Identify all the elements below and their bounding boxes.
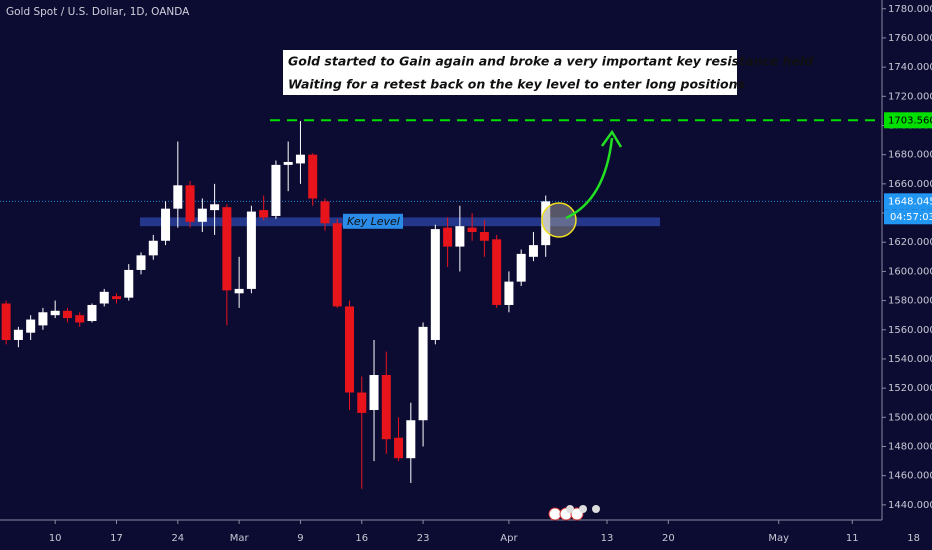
last-price-tag-box bbox=[884, 193, 932, 210]
y-tick-label: 1520.000 bbox=[888, 383, 932, 394]
candle-body bbox=[443, 227, 453, 247]
candle-body bbox=[516, 253, 526, 282]
candle-body bbox=[148, 240, 158, 256]
candle-body bbox=[295, 154, 305, 164]
x-tick-label: May bbox=[768, 533, 789, 544]
icon bbox=[579, 505, 587, 513]
candle-body bbox=[418, 326, 428, 421]
y-tick-label: 1620.000 bbox=[888, 237, 932, 248]
x-tick-label: 18 bbox=[907, 533, 920, 544]
resistance-tag-box bbox=[884, 112, 932, 129]
candle-body bbox=[455, 226, 465, 247]
candle-body bbox=[430, 229, 440, 340]
candle-body bbox=[210, 204, 220, 211]
x-tick-label: Apr bbox=[500, 533, 518, 544]
candle-body bbox=[283, 161, 293, 165]
y-tick-label: 1540.000 bbox=[888, 354, 932, 365]
x-tick-label: 17 bbox=[110, 533, 123, 544]
key-level-label-box bbox=[343, 213, 403, 229]
candle-body bbox=[528, 245, 538, 257]
candle-body bbox=[308, 154, 318, 199]
x-tick-label: 23 bbox=[417, 533, 430, 544]
y-tick-label: 1660.000 bbox=[888, 179, 932, 190]
y-tick-label: 1480.000 bbox=[888, 442, 932, 453]
x-tick-label: 24 bbox=[171, 533, 184, 544]
price-scale bbox=[882, 0, 932, 550]
y-tick-label: 1740.000 bbox=[888, 62, 932, 73]
countdown-box bbox=[884, 209, 932, 225]
candle-body bbox=[492, 239, 502, 305]
x-tick-label: 13 bbox=[601, 533, 614, 544]
countdown: 04:57:03 bbox=[890, 212, 932, 223]
candle-body bbox=[38, 312, 48, 326]
candle-body bbox=[161, 208, 171, 241]
candle-body bbox=[394, 437, 404, 459]
candle-body bbox=[406, 420, 416, 459]
chart-title: Gold Spot / U.S. Dollar, 1D, OANDA bbox=[6, 6, 190, 18]
candle-body bbox=[369, 375, 379, 411]
annotation: Gold started to Gain again and broke a v… bbox=[288, 54, 814, 69]
candle-body bbox=[173, 185, 183, 209]
candle-body bbox=[197, 208, 207, 222]
y-tick-label: 1680.000 bbox=[888, 150, 932, 161]
candle-body bbox=[234, 288, 244, 294]
candle-body bbox=[75, 315, 85, 323]
y-tick-label: 1600.000 bbox=[888, 266, 932, 277]
axes: 1440.000 1460.000 1480.000 1500.000 1520.000… bbox=[49, 4, 932, 544]
highlight-circle bbox=[541, 202, 577, 238]
candle-body bbox=[1, 303, 11, 340]
candle-body bbox=[50, 310, 60, 316]
icon bbox=[592, 505, 600, 513]
y-tick-label: 1780.000 bbox=[888, 4, 932, 15]
x-tick-label: 16 bbox=[355, 533, 368, 544]
arrow-head bbox=[600, 129, 623, 148]
candle-body bbox=[246, 211, 256, 289]
candle-body bbox=[13, 329, 23, 340]
candle-body bbox=[271, 164, 281, 216]
arrow bbox=[565, 137, 614, 220]
candle-body bbox=[87, 304, 97, 322]
candle-body bbox=[467, 227, 477, 233]
candle-body bbox=[26, 319, 36, 333]
x-tick-label: 10 bbox=[49, 533, 62, 544]
y-tick-label: 1720.000 bbox=[888, 91, 932, 102]
candle-body bbox=[345, 306, 354, 393]
candle-body bbox=[357, 392, 367, 413]
candle-body bbox=[124, 269, 134, 298]
x-tick-label: Mar bbox=[230, 533, 250, 544]
candle-body bbox=[320, 201, 330, 224]
annotation: Waiting for a retest back on the key lev… bbox=[288, 77, 745, 92]
y-tick-label: 1580.000 bbox=[888, 296, 932, 307]
event-icons bbox=[548, 505, 600, 521]
candle-body bbox=[479, 232, 489, 241]
y-tick-label: 1760.000 bbox=[888, 33, 932, 44]
candle-body bbox=[259, 210, 269, 218]
candle-body bbox=[99, 291, 109, 304]
y-tick-label: 1560.000 bbox=[888, 325, 932, 336]
x-tick-label: 11 bbox=[846, 533, 859, 544]
candle-body bbox=[185, 185, 195, 222]
candle-body bbox=[136, 255, 146, 270]
candle-body bbox=[504, 281, 514, 305]
x-tick-label: 20 bbox=[662, 533, 675, 544]
resistance-tag: 1703.560 bbox=[888, 115, 932, 126]
last-price-tag: 1648.045 bbox=[888, 196, 932, 207]
annotation-box bbox=[283, 50, 737, 95]
candle-body bbox=[222, 207, 232, 291]
candle-body bbox=[381, 375, 391, 440]
candle-body bbox=[62, 310, 72, 319]
icon bbox=[566, 505, 574, 513]
key-level-label: Key Level bbox=[347, 215, 400, 228]
candle-body bbox=[112, 296, 121, 300]
icon bbox=[548, 507, 562, 521]
candle-body bbox=[332, 223, 342, 307]
y-tick-label: 1500.000 bbox=[888, 412, 932, 423]
x-tick-label: 9 bbox=[297, 533, 303, 544]
y-tick-label: 1460.000 bbox=[888, 471, 932, 482]
y-tick-label: 1440.000 bbox=[888, 500, 932, 511]
